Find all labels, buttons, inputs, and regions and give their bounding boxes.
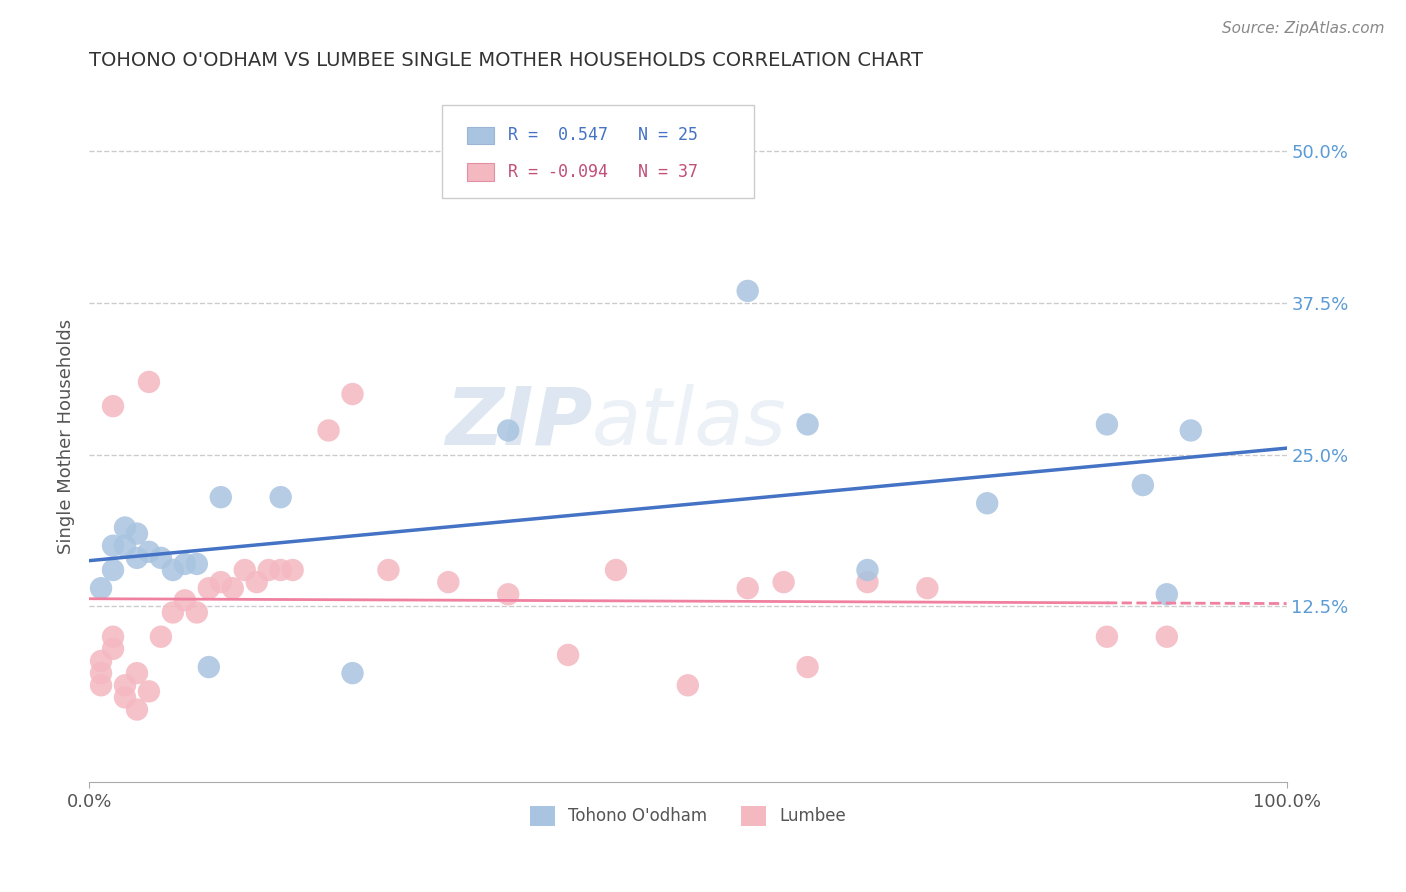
Text: ZIP: ZIP [444, 384, 592, 462]
Point [173, 593, 195, 607]
Point [557, 648, 579, 662]
Point [496, 424, 519, 438]
Point [198, 660, 221, 674]
Point [222, 581, 245, 595]
Point [149, 550, 172, 565]
Point [1095, 630, 1118, 644]
FancyBboxPatch shape [443, 104, 754, 198]
Point [186, 557, 208, 571]
Point [772, 575, 794, 590]
Y-axis label: Single Mother Households: Single Mother Households [58, 319, 75, 554]
Point [1180, 424, 1202, 438]
Point [1156, 630, 1178, 644]
Point [125, 550, 148, 565]
Point [138, 684, 160, 698]
Point [342, 387, 364, 401]
Point [125, 526, 148, 541]
Point [605, 563, 627, 577]
Point [1132, 478, 1154, 492]
Point [796, 660, 818, 674]
Point [209, 575, 232, 590]
Point [125, 666, 148, 681]
Point [976, 496, 998, 510]
Point [114, 520, 136, 534]
Point [198, 581, 221, 595]
Point [149, 630, 172, 644]
Text: R =  0.547   N = 25: R = 0.547 N = 25 [508, 127, 699, 145]
Point [162, 606, 184, 620]
Point [1095, 417, 1118, 432]
Point [101, 563, 124, 577]
FancyBboxPatch shape [467, 163, 494, 180]
Point [342, 666, 364, 681]
FancyBboxPatch shape [467, 127, 494, 144]
Point [162, 563, 184, 577]
Point [138, 375, 160, 389]
Point [257, 563, 280, 577]
Point [101, 399, 124, 413]
Point [737, 284, 759, 298]
Point [114, 678, 136, 692]
Point [90, 678, 112, 692]
Point [246, 575, 269, 590]
Text: atlas: atlas [592, 384, 787, 462]
Point [496, 587, 519, 601]
Point [377, 563, 399, 577]
Point [270, 563, 292, 577]
Point [90, 666, 112, 681]
Text: R = -0.094   N = 37: R = -0.094 N = 37 [508, 163, 699, 181]
Point [737, 581, 759, 595]
Point [1156, 587, 1178, 601]
Point [101, 539, 124, 553]
Point [138, 545, 160, 559]
Legend: Tohono O'odham, Lumbee: Tohono O'odham, Lumbee [523, 799, 852, 833]
Point [90, 581, 112, 595]
Text: TOHONO O'ODHAM VS LUMBEE SINGLE MOTHER HOUSEHOLDS CORRELATION CHART: TOHONO O'ODHAM VS LUMBEE SINGLE MOTHER H… [89, 51, 924, 70]
Point [186, 606, 208, 620]
Point [173, 557, 195, 571]
Point [270, 490, 292, 504]
Point [281, 563, 304, 577]
Point [114, 539, 136, 553]
Point [101, 641, 124, 656]
Point [856, 563, 879, 577]
Point [101, 630, 124, 644]
Point [318, 424, 340, 438]
Point [437, 575, 460, 590]
Point [209, 490, 232, 504]
Text: Source: ZipAtlas.com: Source: ZipAtlas.com [1222, 21, 1385, 36]
Point [676, 678, 699, 692]
Point [796, 417, 818, 432]
Point [233, 563, 256, 577]
Point [125, 702, 148, 716]
Point [114, 690, 136, 705]
Point [856, 575, 879, 590]
Point [90, 654, 112, 668]
Point [917, 581, 939, 595]
